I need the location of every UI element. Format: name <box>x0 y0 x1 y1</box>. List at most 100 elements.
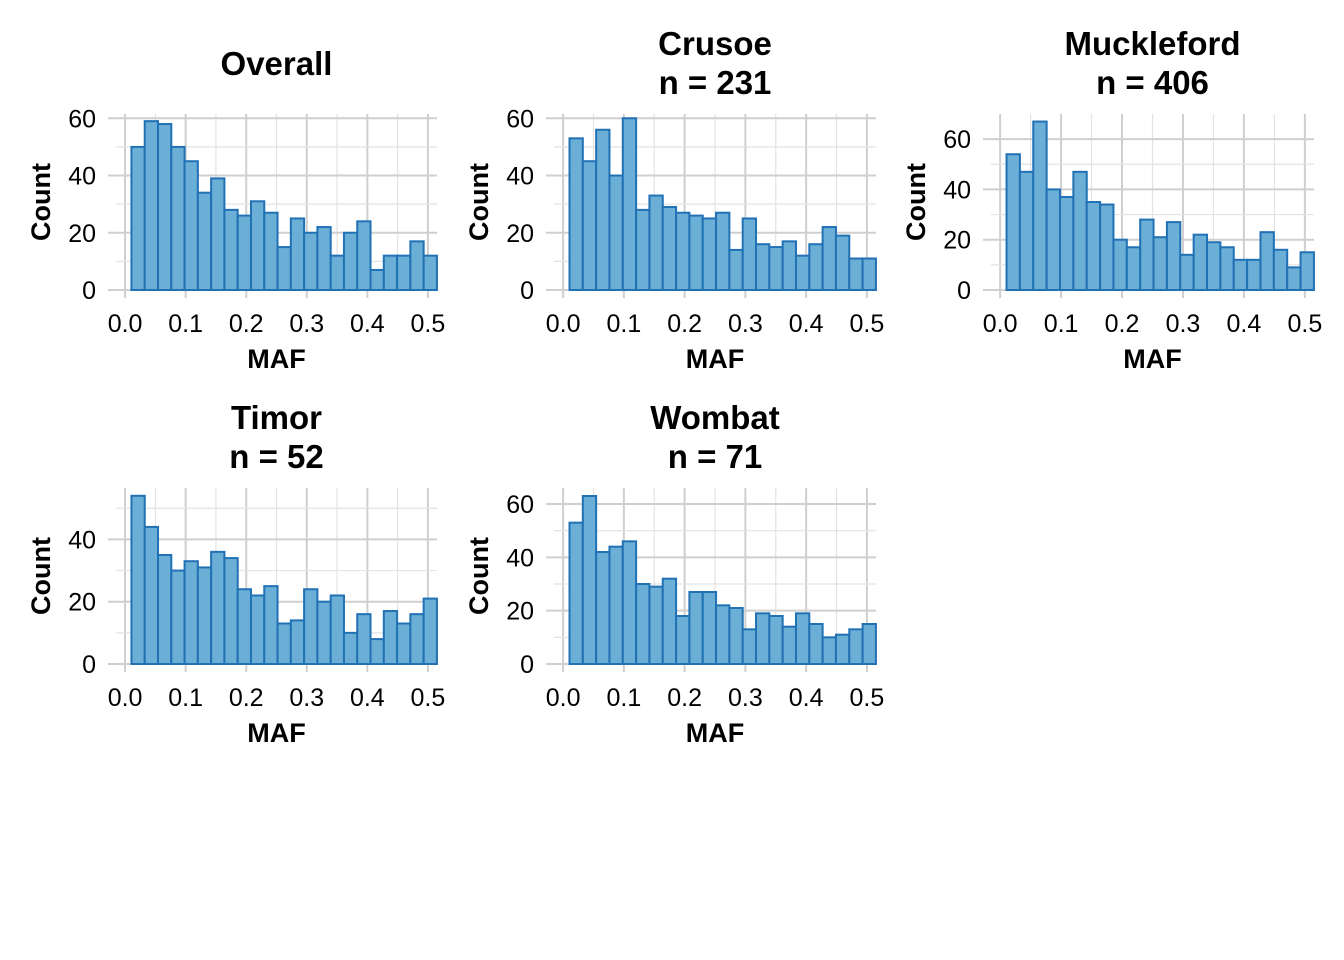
histogram-bar <box>369 638 385 666</box>
histogram-bar <box>143 120 160 292</box>
panel-title: Muckleford <box>1064 25 1240 62</box>
histogram-bar <box>196 191 213 291</box>
histogram-bar <box>170 145 186 291</box>
x-tick-label: 0.5 <box>411 310 446 338</box>
histogram-bar <box>715 604 731 665</box>
histogram-bar <box>1179 253 1195 292</box>
histogram-bar <box>808 243 824 291</box>
y-axis-title: Count <box>26 537 56 615</box>
histogram-bar <box>276 246 292 291</box>
histogram-bar <box>808 623 824 665</box>
y-tick-label: 0 <box>82 277 96 305</box>
histogram-bar <box>382 254 399 292</box>
y-tick-label: 60 <box>506 105 534 133</box>
histogram-bar <box>1152 236 1168 291</box>
panel-title: Timor <box>231 399 322 436</box>
histogram-bar <box>289 619 306 666</box>
histogram-bar <box>1125 246 1142 291</box>
y-tick-label: 20 <box>68 589 96 617</box>
histogram-bar <box>621 540 638 665</box>
histogram-bar <box>1192 233 1209 291</box>
histogram-bar <box>688 591 704 665</box>
x-tick-label: 0.1 <box>606 684 641 712</box>
histogram-bar <box>768 615 784 665</box>
histogram-bar <box>157 123 173 291</box>
histogram-bar <box>289 217 306 292</box>
histogram-bar <box>276 622 292 665</box>
histogram-bar <box>661 206 678 291</box>
histogram-bar <box>1259 231 1275 292</box>
panel-title: Crusoe <box>658 25 772 62</box>
histogram-bar <box>130 494 146 665</box>
histogram-bar <box>143 525 160 665</box>
histogram-bar <box>675 615 691 665</box>
y-axis-title: Count <box>26 163 56 241</box>
histogram-bar <box>581 160 598 291</box>
x-tick-label: 0.1 <box>168 310 203 338</box>
histogram-bar <box>821 636 837 665</box>
y-tick-label: 40 <box>943 176 971 204</box>
y-tick-label: 40 <box>68 526 96 554</box>
histogram-bar <box>635 208 651 291</box>
histogram-bar <box>648 194 664 291</box>
histogram-bar <box>303 231 319 291</box>
y-axis-title: Count <box>464 537 494 615</box>
histogram-bar <box>183 560 199 666</box>
histogram-bar <box>1085 201 1102 291</box>
x-tick-label: 0.1 <box>606 310 641 338</box>
x-axis-title: MAF <box>247 344 305 374</box>
histogram-bar <box>329 254 345 292</box>
histogram-bar <box>1219 246 1235 291</box>
y-tick-label: 20 <box>506 220 534 248</box>
y-tick-label: 60 <box>943 126 971 154</box>
histogram-bar <box>741 628 758 665</box>
y-axis-title: Count <box>464 163 494 241</box>
histogram-bar <box>409 240 425 291</box>
histogram-bar <box>263 585 279 666</box>
histogram-bar <box>675 211 691 291</box>
histogram-bar <box>342 631 359 665</box>
x-tick-label: 0.4 <box>350 310 385 338</box>
histogram-bar <box>263 211 279 291</box>
histogram-bar <box>768 246 784 291</box>
y-tick-label: 40 <box>506 163 534 191</box>
x-axis-title: MAF <box>686 344 744 374</box>
histogram-bar <box>130 145 146 291</box>
x-tick-label: 0.5 <box>850 684 885 712</box>
histogram-bar <box>236 214 252 291</box>
histogram-bar <box>422 597 438 665</box>
y-tick-label: 20 <box>68 220 96 248</box>
x-tick-label: 0.1 <box>168 684 203 712</box>
y-tick-label: 0 <box>520 651 534 679</box>
y-tick-label: 60 <box>506 491 534 519</box>
x-tick-label: 0.3 <box>289 684 324 712</box>
panel-subtitle: n = 52 <box>229 438 323 475</box>
panel-title: Overall <box>221 45 333 82</box>
y-tick-label: 0 <box>957 277 971 305</box>
histogram-panel: 0 20 40 60 0.0 0.1 0.2 0.3 0.4 0.5 MAF Count Mucklef… <box>901 25 1322 374</box>
histogram-bar <box>210 550 226 665</box>
y-tick-label: 60 <box>68 105 96 133</box>
histogram-bar <box>382 610 399 666</box>
histogram-bar <box>396 254 412 292</box>
histogram-bar <box>356 613 372 666</box>
histogram-bar <box>581 495 598 665</box>
x-tick-label: 0.5 <box>1287 310 1322 338</box>
histogram-bar <box>621 117 638 292</box>
histogram-bar <box>223 557 239 666</box>
x-axis-title: MAF <box>247 718 305 748</box>
histogram-bar <box>728 248 744 291</box>
histogram-panel: 0 20 40 60 0.0 0.1 0.2 0.3 0.4 0.5 MAF Count Crusoen… <box>464 25 884 374</box>
x-tick-label: 0.2 <box>1105 310 1140 338</box>
panel-subtitle: n = 406 <box>1096 64 1209 101</box>
histogram-bar <box>1045 188 1061 291</box>
x-tick-label: 0.3 <box>728 684 763 712</box>
x-tick-label: 0.0 <box>546 684 581 712</box>
histogram-bar <box>356 220 372 292</box>
histogram-bar <box>781 625 797 666</box>
histogram-bar <box>701 217 718 292</box>
histogram-bar <box>661 577 678 666</box>
